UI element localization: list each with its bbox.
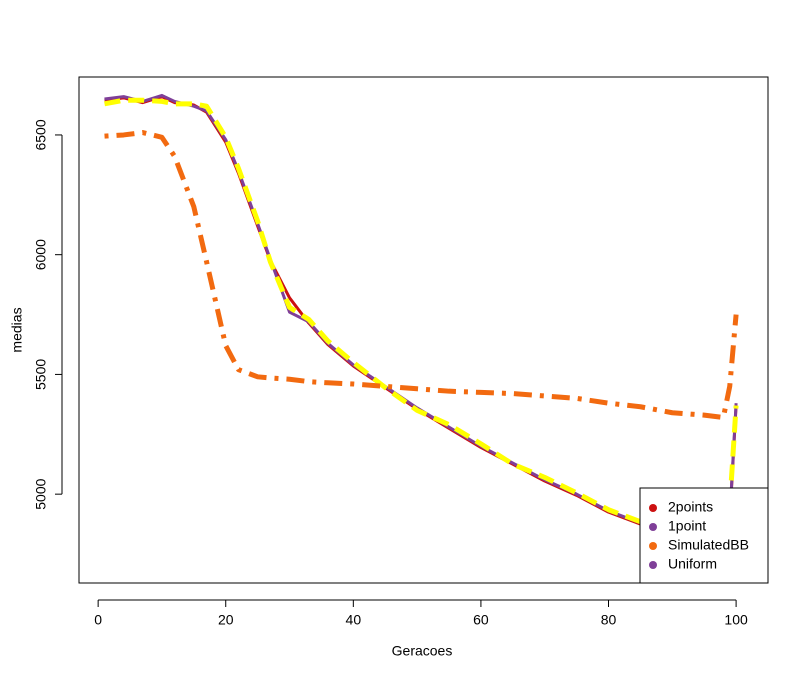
legend-label: 2points <box>668 499 713 515</box>
legend-label: SimulatedBB <box>668 537 749 553</box>
legend-marker <box>649 561 657 569</box>
legend: 2points 1point SimulatedBB Uniform <box>639 487 769 584</box>
series-line <box>104 130 739 421</box>
series-line <box>104 95 738 550</box>
y-tick-label: 6000 <box>33 239 49 270</box>
y-tick-label: 5500 <box>33 359 49 390</box>
x-tick-label: 100 <box>724 612 748 628</box>
x-tick-label: 40 <box>346 612 362 628</box>
legend-box <box>639 487 769 584</box>
legend-marker <box>649 523 657 531</box>
legend-label: 1point <box>668 518 706 534</box>
legend-marker <box>649 542 657 550</box>
legend-marker <box>649 504 657 512</box>
x-tick-label: 0 <box>94 612 102 628</box>
x-tick-label: 60 <box>473 612 489 628</box>
x-axis-label: Geracoes <box>392 643 453 659</box>
y-axis-label: medias <box>9 307 25 352</box>
x-tick-label: 80 <box>601 612 617 628</box>
legend-label: Uniform <box>668 556 717 572</box>
series-line <box>104 93 738 549</box>
y-tick-label: 5000 <box>33 478 49 509</box>
x-tick-label: 20 <box>218 612 234 628</box>
plot-box <box>78 76 769 584</box>
y-tick-label: 6500 <box>33 119 49 150</box>
series-line <box>104 97 739 549</box>
